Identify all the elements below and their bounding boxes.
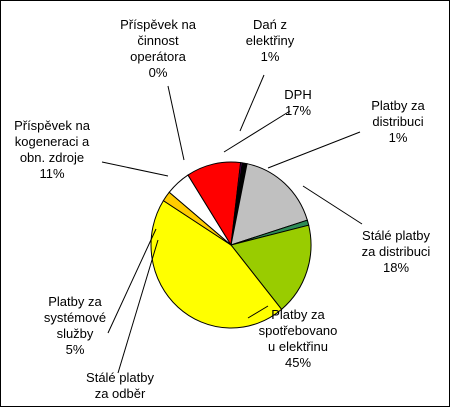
slice-labels: Dań z elektřiny 1% DPH 17% Platby za distribuc…	[14, 17, 430, 401]
leader-line-4	[247, 305, 269, 319]
leader-line-1	[223, 110, 291, 153]
slice-label-4: Platby za spotřebovano u elektřinu 45%	[259, 307, 338, 370]
pie-slice-8	[230, 162, 243, 246]
leader-line-8	[167, 85, 185, 161]
slice-label-6: Platby za systémové služby 5%	[44, 294, 106, 357]
leader-line-7	[101, 161, 169, 177]
pie-slice-3	[230, 224, 312, 311]
slice-label-2: Platby za distribuci 1%	[371, 98, 425, 145]
slice-label-3: Stálé platby za distribuci 18%	[362, 228, 431, 275]
leader-line-0	[239, 74, 265, 132]
slice-label-5: Stálé platby za odběr	[86, 370, 154, 401]
leader-line-5	[117, 239, 159, 374]
leader-line-2	[267, 131, 361, 169]
slice-label-0: Dań z elektřiny 1%	[246, 17, 295, 64]
pie-slice-1	[230, 163, 308, 246]
pie-slices	[150, 161, 312, 329]
slice-label-1: DPH 17%	[284, 87, 311, 118]
pie-slice-4	[150, 199, 283, 329]
leader-line-3	[302, 185, 363, 225]
leader-lines	[101, 74, 363, 374]
slice-label-8: Příspěvek na činnost operátora 0%	[120, 17, 197, 80]
leader-line-6	[107, 228, 157, 334]
slice-label-7: Příspěvek na kogeneraci a obn. zdroje 11%	[14, 118, 91, 181]
